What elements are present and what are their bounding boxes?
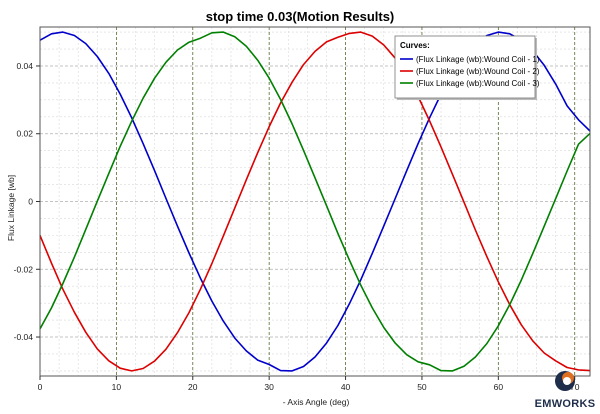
series-line-coil-3 [39, 31, 591, 372]
y-tick-label: 0.04 [16, 61, 33, 71]
y-tick-label: -0.04 [14, 332, 34, 342]
logo-center-icon [563, 377, 571, 385]
emworks-logo: EMWORKS [535, 371, 596, 410]
legend[interactable]: Curves: (Flux Linkage (wb):Wound Coil - 1… [394, 35, 540, 100]
series-line-coil-2 [39, 31, 591, 372]
x-axis-label: - Axis Angle (deg) [283, 397, 350, 407]
brand-name: EMWORKS [535, 398, 596, 410]
chart-title: stop time 0.03(Motion Results) [206, 9, 395, 24]
x-tick-label: 40 [341, 382, 351, 392]
legend-title: Curves: [400, 41, 430, 50]
legend-entry-label: (Flux Linkage (wb):Wound Coil - 2) [416, 67, 540, 76]
x-tick-label: 0 [38, 382, 43, 392]
x-tick-label: 20 [188, 382, 198, 392]
x-tick-label: 70 [570, 382, 580, 392]
plot-area: 0 10 20 30 40 50 60 70 0.04 0.02 0 -0.02 -0.04 [14, 26, 591, 392]
y-axis-label: Flux Linkage [wb] [6, 175, 16, 241]
x-tick-label: 60 [494, 382, 504, 392]
legend-box [394, 35, 536, 99]
x-tick-label: 10 [112, 382, 122, 392]
x-tick-label: 30 [264, 382, 274, 392]
y-tick-label: -0.02 [14, 264, 34, 274]
y-tick-label: 0 [28, 197, 33, 207]
series-line-coil-1 [39, 31, 591, 372]
y-tick-label: 0.02 [16, 129, 33, 139]
legend-entry-label: (Flux Linkage (wb):Wound Coil - 3) [416, 79, 540, 88]
legend-entry-label: (Flux Linkage (wb):Wound Coil - 1) [416, 55, 540, 64]
x-tick-label: 50 [417, 382, 427, 392]
